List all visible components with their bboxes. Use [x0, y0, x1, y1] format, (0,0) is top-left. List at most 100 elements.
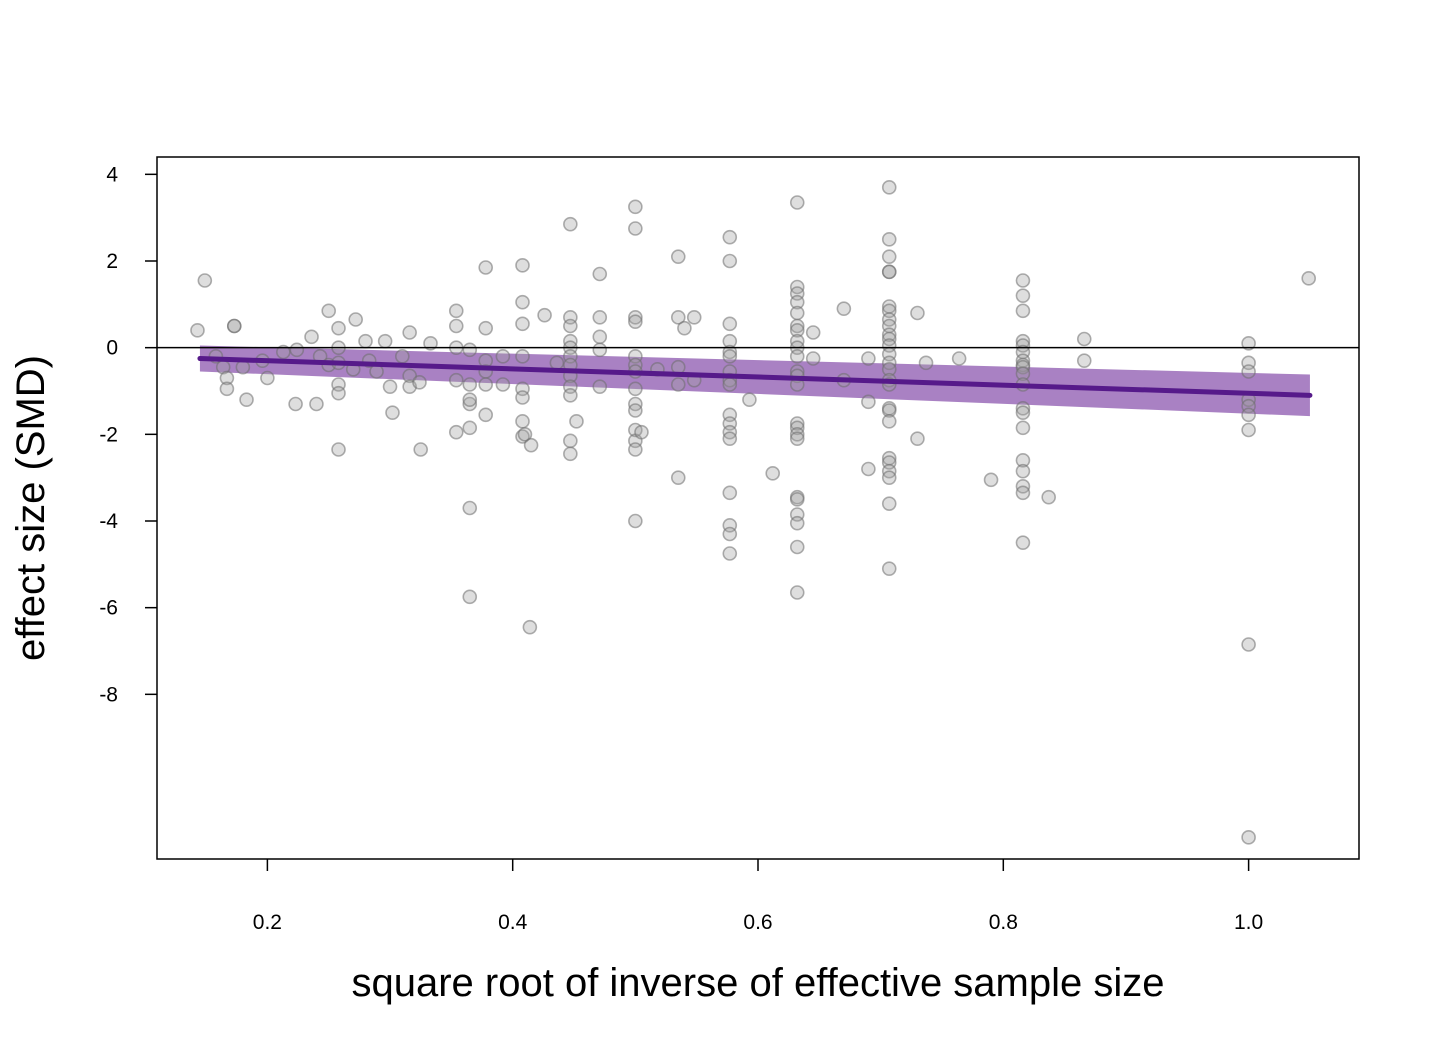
data-point: [385, 405, 400, 420]
data-point: [495, 377, 511, 392]
data-point: [448, 372, 464, 388]
data-point: [331, 385, 346, 401]
data-point: [515, 316, 530, 332]
data-point: [309, 396, 324, 412]
data-point: [1015, 463, 1031, 479]
data-point: [1015, 535, 1031, 550]
data-point: [1241, 336, 1256, 351]
data-point: [1241, 422, 1256, 438]
data-point: [670, 249, 686, 264]
data-point: [276, 344, 291, 360]
y-tick-label: -6: [99, 597, 118, 620]
data-point: [1015, 420, 1031, 436]
data-point: [495, 349, 511, 364]
data-point: [239, 392, 254, 407]
fit-line: [197, 356, 1313, 398]
x-tick-label: 0.8: [989, 911, 1018, 934]
data-point: [628, 314, 643, 329]
data-point: [563, 216, 578, 232]
data-point: [515, 414, 530, 429]
data-point: [918, 355, 934, 371]
data-point: [1076, 331, 1092, 347]
data-point: [1241, 407, 1256, 423]
data-point: [789, 539, 805, 555]
data-point: [515, 294, 530, 310]
data-point: [628, 310, 643, 325]
data-point: [910, 305, 925, 321]
data-point: [462, 342, 478, 358]
data-point: [515, 390, 530, 405]
data-point: [462, 420, 478, 436]
data-point: [722, 485, 738, 501]
data-point: [190, 323, 205, 338]
data-point: [563, 433, 578, 449]
data-point: [670, 470, 686, 485]
data-point: [1041, 489, 1056, 505]
data-point: [462, 377, 478, 392]
data-point: [1241, 364, 1256, 379]
data-point: [1241, 637, 1256, 652]
data-point: [448, 303, 464, 319]
data-point: [789, 294, 805, 310]
data-point: [789, 318, 805, 334]
y-tick-label: 4: [106, 163, 118, 186]
data-point: [478, 407, 494, 423]
x-axis-title: square root of inverse of effective samp…: [351, 961, 1164, 1005]
data-point: [789, 585, 805, 600]
data-point: [628, 199, 643, 215]
data-point: [288, 396, 303, 412]
data-point: [881, 249, 897, 264]
data-point: [523, 437, 539, 453]
data-point: [515, 258, 530, 273]
data-point: [861, 461, 876, 477]
data-point: [522, 619, 538, 635]
data-point: [670, 310, 686, 325]
data-point: [881, 496, 897, 511]
y-tick-label: -4: [99, 510, 118, 533]
data-point: [881, 180, 897, 195]
data-point: [331, 320, 346, 336]
data-point: [722, 253, 738, 269]
data-point: [628, 403, 643, 418]
data-point: [951, 351, 967, 366]
data-point: [1015, 401, 1031, 416]
data-point: [881, 327, 897, 342]
x-tick-label: 0.6: [743, 911, 772, 934]
data-point: [789, 431, 805, 446]
data-point: [722, 526, 738, 542]
data-point: [462, 500, 478, 516]
data-point: [1015, 273, 1031, 288]
data-point: [592, 266, 608, 282]
x-tick-label: 0.2: [253, 911, 282, 934]
data-point: [226, 318, 242, 334]
data-point: [789, 416, 805, 431]
data-point: [722, 431, 738, 446]
data-point: [670, 359, 686, 375]
data-point: [289, 342, 305, 358]
data-point: [395, 349, 410, 364]
data-point: [563, 388, 578, 403]
data-point: [592, 379, 608, 394]
data-point: [592, 329, 608, 345]
data-point: [412, 375, 427, 390]
data-point: [742, 392, 757, 407]
data-point: [881, 403, 897, 418]
data-point: [881, 264, 897, 280]
y-axis-title: effect size (SMD): [9, 355, 53, 661]
data-point: [478, 320, 494, 336]
data-point: [1015, 303, 1031, 319]
data-point: [628, 381, 643, 397]
data-point: [881, 470, 897, 485]
data-point: [321, 303, 337, 319]
data-point: [1301, 271, 1317, 286]
data-point: [1015, 405, 1031, 420]
y-tick-label: 0: [106, 337, 118, 360]
data-point: [881, 561, 897, 576]
data-point: [722, 349, 738, 364]
data-point: [413, 442, 429, 457]
data-point: [260, 370, 275, 386]
data-point: [478, 260, 494, 275]
